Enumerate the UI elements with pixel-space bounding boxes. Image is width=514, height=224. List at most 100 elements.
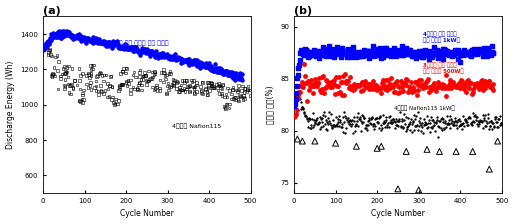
Point	[491, 120, 500, 124]
Point	[468, 92, 476, 96]
Point	[369, 122, 377, 125]
Point	[339, 52, 347, 56]
Point	[379, 120, 388, 123]
Point	[240, 90, 248, 94]
Point	[404, 52, 412, 56]
Point	[182, 79, 190, 82]
Point	[368, 116, 376, 119]
Point	[434, 80, 443, 84]
Point	[419, 117, 428, 120]
Point	[322, 118, 330, 122]
Point	[326, 82, 335, 86]
Point	[473, 81, 482, 84]
Point	[83, 36, 91, 40]
Point	[399, 53, 407, 57]
Point	[236, 75, 244, 78]
Point	[215, 83, 224, 87]
Point	[223, 95, 231, 99]
Point	[298, 80, 306, 84]
Point	[213, 67, 222, 71]
Point	[336, 90, 344, 94]
Point	[300, 53, 308, 57]
Point	[139, 50, 148, 54]
Point	[343, 120, 352, 124]
Point	[442, 94, 450, 97]
Point	[174, 56, 182, 59]
Point	[309, 52, 318, 56]
Point	[428, 118, 436, 122]
Point	[45, 36, 53, 40]
Point	[343, 56, 351, 59]
Point	[104, 87, 112, 91]
Point	[422, 50, 430, 54]
Point	[386, 83, 394, 86]
Point	[448, 123, 456, 126]
Point	[383, 88, 391, 91]
Point	[69, 35, 78, 39]
Point	[380, 52, 389, 56]
Point	[463, 79, 471, 83]
Point	[460, 114, 468, 118]
Point	[206, 67, 214, 71]
Point	[437, 52, 446, 55]
Point	[161, 54, 169, 58]
Point	[352, 55, 360, 58]
Point	[491, 117, 499, 121]
Point	[472, 118, 480, 122]
Point	[197, 64, 206, 67]
Point	[399, 49, 408, 52]
Point	[119, 83, 127, 86]
Point	[485, 51, 493, 54]
Point	[367, 117, 375, 120]
Point	[308, 84, 316, 88]
Point	[388, 121, 396, 125]
Point	[341, 52, 349, 55]
Point	[166, 70, 174, 73]
Point	[475, 87, 483, 91]
Point	[485, 52, 493, 55]
Point	[472, 84, 480, 87]
Point	[435, 126, 444, 129]
Point	[468, 49, 476, 52]
Point	[227, 75, 235, 78]
Point	[178, 57, 186, 61]
Point	[45, 40, 53, 43]
Point	[135, 75, 143, 79]
Point	[405, 123, 413, 126]
Point	[417, 55, 426, 58]
Point	[301, 113, 309, 117]
Point	[370, 84, 378, 88]
Point	[373, 52, 381, 56]
Point	[346, 123, 354, 126]
Point	[151, 55, 159, 58]
Point	[95, 71, 103, 75]
Point	[382, 119, 390, 122]
Point	[151, 87, 159, 90]
Point	[58, 72, 66, 76]
Point	[198, 80, 207, 84]
Point	[43, 46, 51, 50]
Point	[48, 37, 56, 40]
Point	[344, 79, 352, 83]
Point	[190, 58, 198, 62]
Point	[185, 64, 193, 67]
Point	[75, 37, 83, 40]
Point	[469, 87, 478, 91]
Point	[468, 124, 476, 127]
Point	[457, 123, 465, 127]
Point	[100, 73, 108, 77]
Point	[473, 115, 481, 118]
Point	[296, 97, 304, 101]
Point	[144, 79, 153, 83]
Point	[342, 79, 351, 83]
Point	[139, 74, 147, 78]
Point	[486, 125, 494, 128]
Point	[418, 125, 426, 129]
Point	[299, 52, 307, 56]
Point	[376, 46, 384, 50]
Point	[316, 53, 324, 56]
Point	[183, 58, 191, 62]
Point	[222, 102, 230, 106]
Point	[39, 48, 47, 51]
Point	[201, 64, 209, 67]
